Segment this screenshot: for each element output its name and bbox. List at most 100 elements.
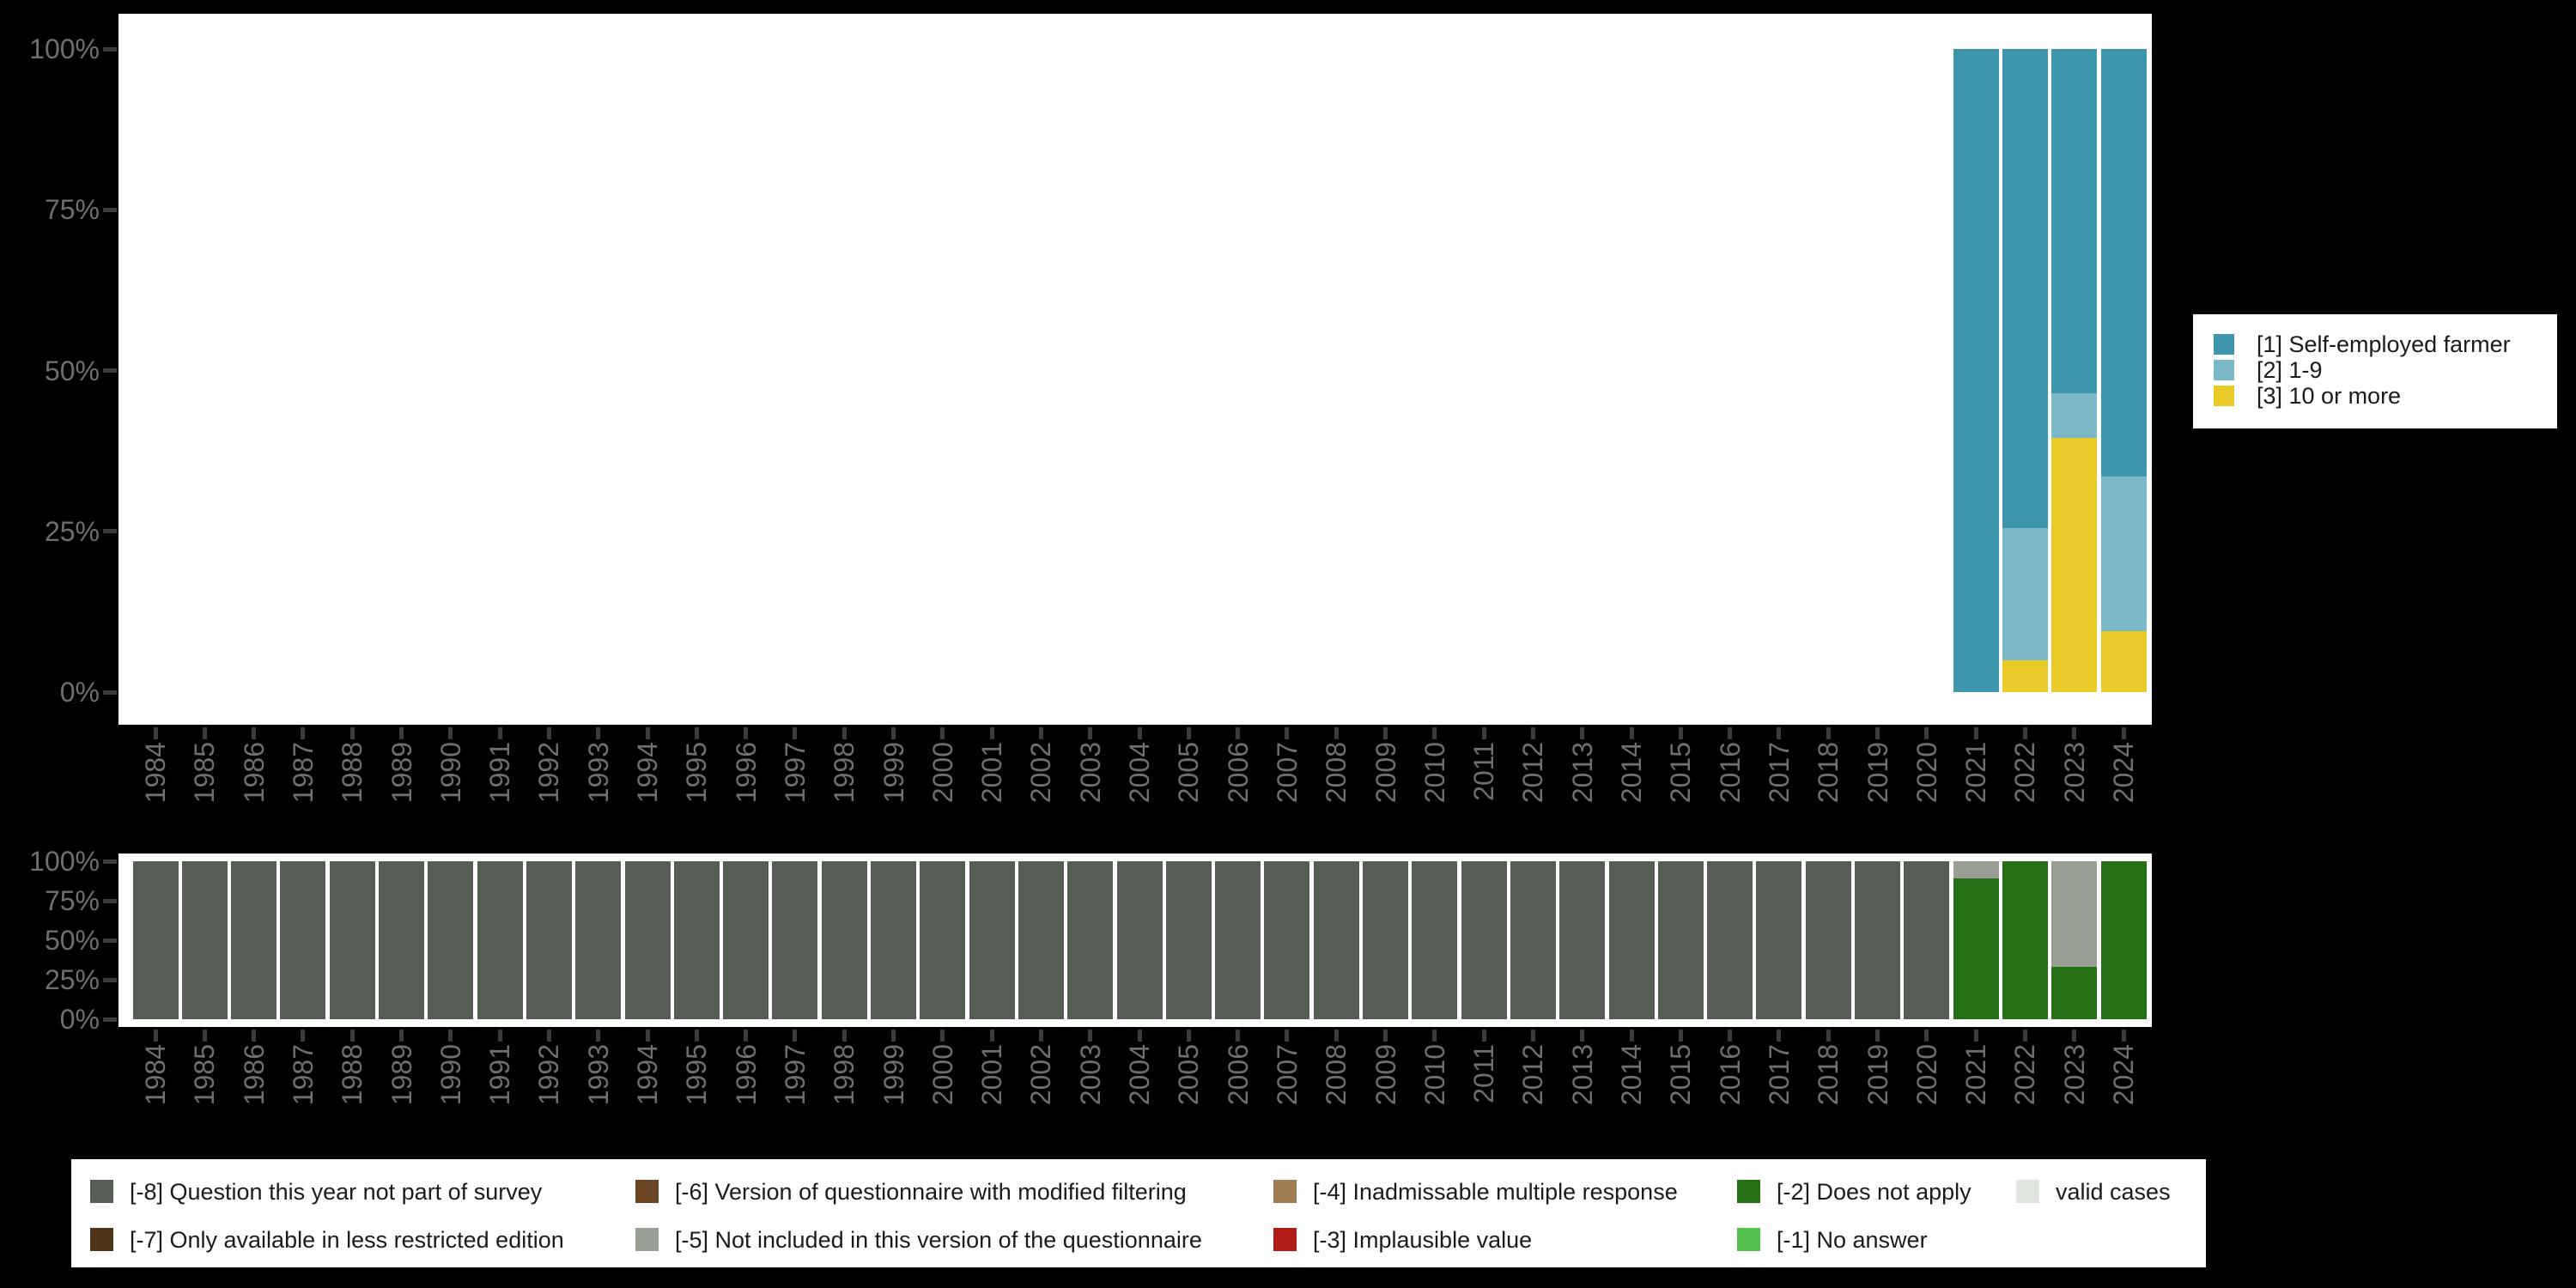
y-axis-tick-label: 75%: [44, 194, 100, 226]
x-axis-year-label: 2018: [1813, 1044, 1844, 1106]
x-axis-year-label: 2015: [1665, 1044, 1697, 1106]
legend-swatch: [2016, 1180, 2039, 1203]
bar-segment: [871, 861, 916, 1019]
x-axis-tick: [1236, 1030, 1241, 1042]
x-axis-tick: [153, 1030, 158, 1042]
x-axis-year-label: 1998: [829, 1044, 860, 1106]
bar-segment: [280, 861, 326, 1019]
x-axis-tick: [1826, 727, 1831, 739]
x-axis-tick: [1777, 1030, 1782, 1042]
bar-segment: [2100, 49, 2147, 477]
legend-label: valid cases: [2056, 1179, 2171, 1205]
bar-segment: [1608, 861, 1655, 1019]
x-axis-tick: [744, 727, 749, 739]
bar-segment: [132, 861, 179, 1019]
legend-item: [1] Self-employed farmer: [2193, 331, 2557, 357]
x-axis-year-label: 2014: [1616, 1044, 1647, 1106]
x-axis-year-label: 1999: [878, 742, 909, 804]
bar-segment: [1116, 861, 1163, 1019]
x-axis-year-label: 2012: [1517, 742, 1549, 804]
x-axis-tick: [1481, 727, 1486, 739]
x-axis-year-label: 2008: [1321, 742, 1352, 804]
bar-segment: [2051, 392, 2098, 439]
x-axis-year-label: 2021: [1960, 742, 1992, 804]
x-axis-tick: [1973, 1030, 1978, 1042]
x-axis-year-label: 1998: [829, 742, 860, 804]
x-axis-tick: [940, 727, 945, 739]
x-axis-tick: [1432, 1030, 1437, 1042]
x-axis-tick: [448, 727, 453, 739]
x-axis-year-label: 1991: [484, 1044, 516, 1106]
legend-swatch: [1273, 1228, 1297, 1251]
x-axis-tick: [1826, 1030, 1831, 1042]
bar-segment: [2002, 861, 2048, 1019]
x-axis-tick: [1137, 727, 1142, 739]
x-axis-year-label: 2021: [1960, 1044, 1992, 1106]
bar-segment: [1165, 861, 1212, 1019]
bar-segment: [1559, 861, 1606, 1019]
x-axis-year-label: 1995: [681, 1044, 713, 1106]
x-axis-year-label: 1986: [238, 1044, 270, 1106]
bar-segment: [723, 861, 769, 1019]
x-axis-tick: [1678, 727, 1683, 739]
x-axis-tick: [1728, 1030, 1733, 1042]
y-axis-tick: [103, 938, 117, 943]
y-axis-tick: [103, 1017, 117, 1022]
x-axis-tick: [1481, 1030, 1486, 1042]
x-axis-year-label: 1990: [434, 1044, 466, 1106]
x-axis-year-label: 2009: [1370, 742, 1401, 804]
bar-segment: [2051, 967, 2098, 1019]
x-axis-tick: [1973, 727, 1978, 739]
response-categories-legend: [1] Self-employed farmer [2] 1-9 [3] 10 or…: [2193, 314, 2557, 428]
x-axis-tick: [1334, 727, 1339, 739]
bar-segment: [772, 861, 818, 1019]
x-axis-tick: [202, 727, 207, 739]
x-axis-year-label: 2020: [1911, 742, 1942, 804]
x-axis-year-label: 1991: [484, 742, 516, 804]
bar-segment: [2100, 630, 2147, 692]
legend-label: [-5] Not included in this version of the…: [675, 1227, 1202, 1253]
x-axis-year-label: 2006: [1222, 742, 1254, 804]
bar-segment: [1805, 861, 1851, 1019]
x-axis-year-label: 2018: [1813, 742, 1844, 804]
bar-segment: [1904, 861, 1950, 1019]
x-axis-tick: [301, 1030, 306, 1042]
x-axis-tick: [1728, 727, 1733, 739]
x-axis-year-label: 2003: [1074, 742, 1106, 804]
bar-segment: [673, 861, 720, 1019]
legend-swatch: [1737, 1180, 1760, 1203]
x-axis-tick: [2022, 1030, 2027, 1042]
bar-segment: [821, 861, 867, 1019]
x-axis-tick: [349, 727, 355, 739]
x-axis-tick: [1236, 727, 1241, 739]
x-axis-tick: [645, 727, 650, 739]
x-axis-tick: [694, 727, 699, 739]
x-axis-tick: [546, 727, 551, 739]
x-axis-tick: [1875, 727, 1880, 739]
legend-swatch: [90, 1228, 113, 1251]
bar-segment: [329, 861, 375, 1019]
bar-segment: [1953, 49, 1999, 692]
x-axis-year-label: 2019: [1862, 1044, 1893, 1106]
x-axis-year-label: 1999: [878, 1044, 909, 1106]
x-axis-year-label: 2008: [1321, 1044, 1352, 1106]
y-axis-tick-label: 25%: [44, 964, 100, 995]
x-axis-tick: [1530, 727, 1535, 739]
x-axis-year-label: 2010: [1419, 1044, 1450, 1106]
x-axis-tick: [1678, 1030, 1683, 1042]
y-axis-tick-label: 50%: [44, 355, 100, 386]
x-axis-year-label: 2022: [2009, 742, 2041, 804]
x-axis-year-label: 1996: [730, 742, 762, 804]
x-axis-year-label: 2011: [1468, 742, 1500, 801]
x-axis-tick: [1383, 727, 1388, 739]
x-axis-year-label: 1997: [779, 742, 811, 804]
y-axis-tick-label: 0%: [59, 677, 100, 708]
x-axis-tick: [744, 1030, 749, 1042]
legend-item: [2] 1-9: [2193, 357, 2557, 383]
x-axis-year-label: 2013: [1566, 742, 1598, 804]
x-axis-tick: [1924, 727, 1929, 739]
x-axis-year-label: 1997: [779, 1044, 811, 1106]
legend-label: [-7] Only available in less restricted e…: [130, 1227, 564, 1253]
x-axis-tick: [1383, 1030, 1388, 1042]
bar-segment: [2100, 861, 2147, 1019]
